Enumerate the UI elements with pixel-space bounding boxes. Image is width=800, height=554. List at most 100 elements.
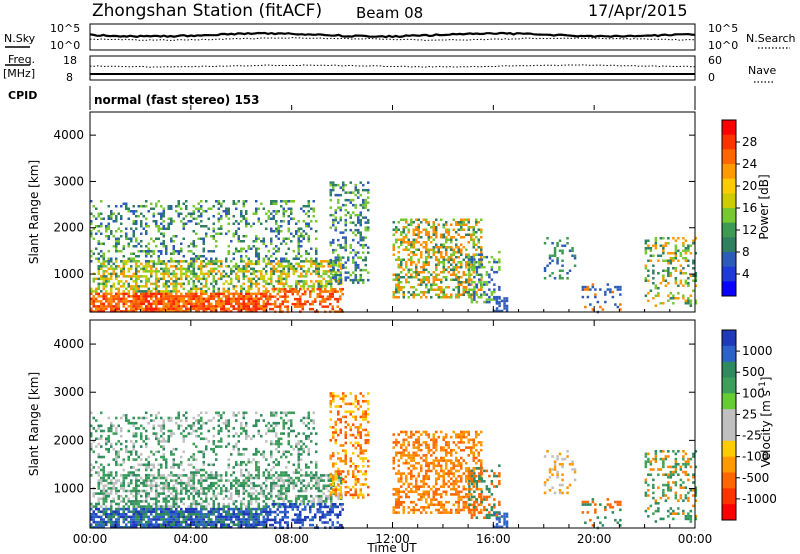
power-cell [247,262,250,266]
power-cell [190,212,193,215]
power-cell [202,310,205,313]
power-cell [202,285,205,288]
velocity-cell [177,497,180,501]
power-cell [97,300,100,303]
power-cell [232,287,235,291]
velocity-cell [250,460,253,464]
power-cell [297,230,300,233]
velocity-cell [262,489,265,493]
velocity-cell [95,515,98,519]
power-cell [147,280,150,283]
power-cell [694,299,698,302]
velocity-cell [180,510,183,513]
power-cell [427,221,430,224]
power-cell [485,300,489,304]
power-cell [674,239,678,242]
velocity-cell [227,429,230,433]
power-cell [654,244,658,247]
power-cell [165,282,168,286]
velocity-cell [212,416,215,420]
power-cell [265,270,268,273]
power-cell [210,257,213,260]
power-cell [462,271,465,274]
velocity-cell [135,487,138,490]
power-cell [197,265,200,268]
velocity-cell [167,434,170,438]
velocity-cell [285,487,288,490]
power-cell [392,291,395,294]
power-cell [192,285,195,288]
power-cell [230,297,233,301]
power-cell [182,225,185,228]
power-cell [644,264,648,267]
power-cell [297,242,300,245]
power-cell [674,282,678,285]
power-cell [417,261,420,264]
power-cell [425,243,428,246]
power-cell [344,191,347,194]
power-cell [210,307,213,311]
power-cell [606,283,610,286]
power-cell [277,270,280,273]
power-cell [321,305,324,308]
velocity-cell [142,518,145,521]
power-cell [473,265,476,269]
velocity-cell [180,520,183,524]
power-cell [165,247,168,250]
power-cell [162,310,165,313]
power-cell [117,265,120,268]
power-cell [662,237,665,240]
power-cell [162,227,165,230]
power-cell [271,287,274,291]
power-cell [305,250,308,253]
velocity-cell [142,440,145,443]
velocity-cell [145,445,148,448]
power-cell [160,205,163,208]
velocity-cell [270,492,273,495]
velocity-cell [130,440,133,443]
power-cell [242,267,245,271]
power-cell [279,302,282,306]
velocity-cell [95,523,98,526]
power-cell [252,300,255,303]
power-cell [262,242,265,245]
power-cell [145,245,148,248]
power-cell [160,300,163,303]
power-cell [292,250,295,253]
power-cell [551,242,554,245]
velocity-cell [230,520,233,524]
velocity-cell [150,487,153,490]
velocity-cell [197,481,200,485]
velocity-cell [262,471,265,474]
power-cell [354,268,357,272]
velocity-cell [132,515,135,519]
power-cell [190,262,193,266]
velocity-cell [277,505,280,508]
power-cell [337,238,340,242]
velocity-cell [232,445,235,448]
velocity-cell [240,502,243,506]
power-cell [272,260,275,263]
power-cell [205,272,208,276]
velocity-cell [230,526,233,529]
velocity-cell [132,500,135,503]
velocity-cell [157,440,160,443]
velocity-cell [175,489,178,493]
power-cell [457,266,460,269]
power-cell [140,262,143,266]
velocity-cell [257,502,260,506]
power-cell [561,269,564,272]
power-cell [475,270,479,274]
power-cell [185,300,188,303]
power-cell [457,248,460,251]
power-cell [460,221,463,224]
power-cell [400,276,403,279]
velocity-cell [255,453,258,456]
power-cell [177,262,180,266]
velocity-cell [160,492,163,495]
power-cell [245,225,248,228]
velocity-cell [110,481,113,485]
power-cell [152,262,155,266]
power-cell [279,290,282,293]
power-cell [397,296,400,299]
